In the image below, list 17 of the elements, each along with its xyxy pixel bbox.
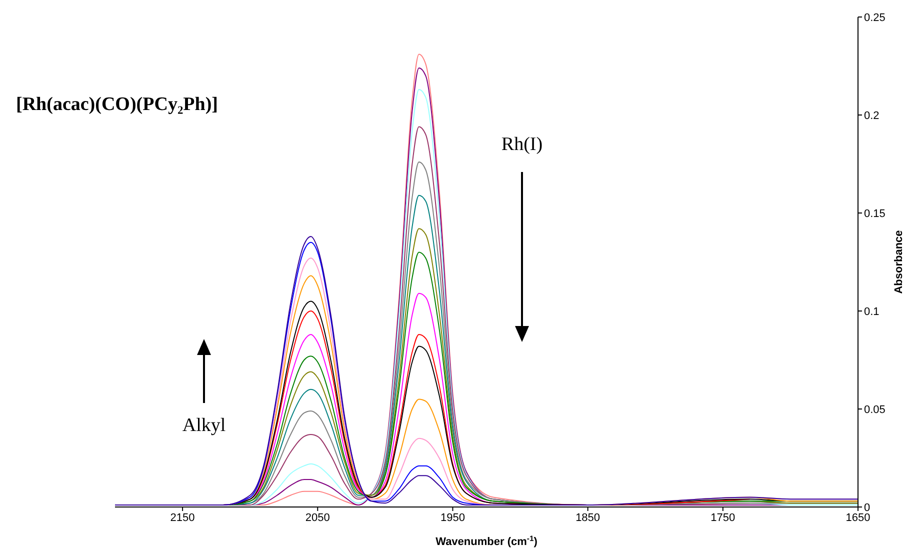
y-tick-label: 0.1 — [864, 306, 880, 318]
annotation: Alkyl — [182, 415, 226, 436]
y-tick-label: 0.15 — [864, 208, 886, 220]
x-tick-label: 1950 — [440, 512, 465, 524]
x-tick-label: 1750 — [710, 512, 736, 524]
y-tick-label: 0 — [864, 502, 870, 514]
y-tick-label: 0.05 — [864, 404, 886, 416]
x-tick-label: 1650 — [846, 512, 870, 524]
x-tick-label: 2050 — [305, 512, 330, 524]
x-tick-label: 1850 — [576, 512, 600, 524]
y-tick-label: 0.25 — [864, 12, 886, 24]
text: [Rh(acac)(CO)(PCy₂Ph)] — [16, 94, 218, 116]
y-tick-label: 0.2 — [864, 110, 880, 122]
x-tick-label: 2150 — [170, 512, 195, 524]
annotation: Rh(I) — [501, 134, 543, 155]
y-axis-title: Absorbance — [893, 230, 905, 294]
x-axis-title: Wavenumber (cm$^{-1}$) — [436, 534, 538, 548]
